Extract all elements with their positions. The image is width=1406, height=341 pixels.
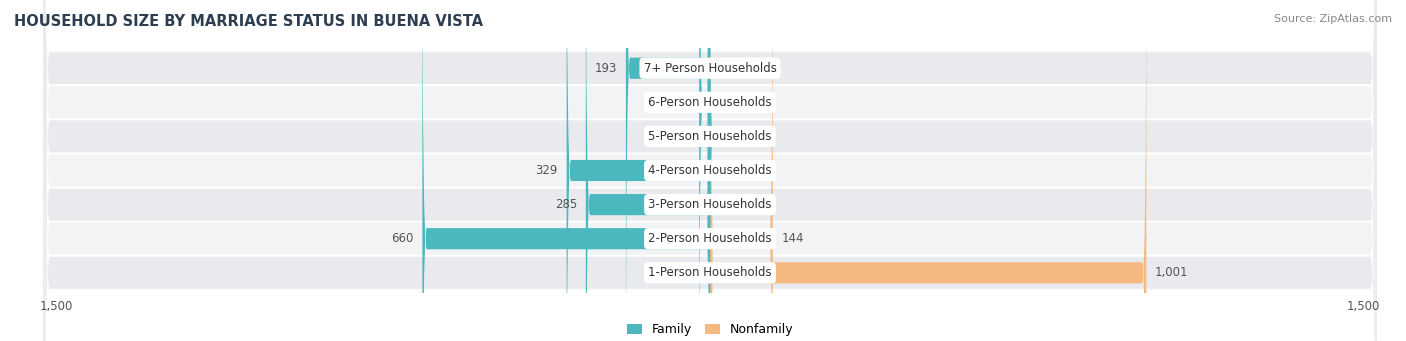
FancyBboxPatch shape: [44, 0, 1376, 341]
Text: 4-Person Households: 4-Person Households: [648, 164, 772, 177]
FancyBboxPatch shape: [586, 0, 710, 341]
FancyBboxPatch shape: [422, 0, 710, 341]
Text: 6-Person Households: 6-Person Households: [648, 96, 772, 109]
Text: 7+ Person Households: 7+ Person Households: [644, 62, 776, 75]
Text: 25: 25: [675, 96, 690, 109]
Text: 5-Person Households: 5-Person Households: [648, 130, 772, 143]
FancyBboxPatch shape: [44, 0, 1376, 341]
Text: 3-Person Households: 3-Person Households: [648, 198, 772, 211]
FancyBboxPatch shape: [44, 0, 1376, 341]
FancyBboxPatch shape: [699, 0, 710, 341]
FancyBboxPatch shape: [567, 0, 710, 341]
Text: 2-Person Households: 2-Person Households: [648, 232, 772, 245]
Legend: Family, Nonfamily: Family, Nonfamily: [621, 318, 799, 341]
Text: 144: 144: [782, 232, 804, 245]
Text: 0: 0: [718, 198, 725, 211]
FancyBboxPatch shape: [44, 0, 1376, 341]
Text: HOUSEHOLD SIZE BY MARRIAGE STATUS IN BUENA VISTA: HOUSEHOLD SIZE BY MARRIAGE STATUS IN BUE…: [14, 14, 484, 29]
Text: 285: 285: [555, 198, 576, 211]
Text: 193: 193: [595, 62, 617, 75]
Text: 329: 329: [536, 164, 558, 177]
FancyBboxPatch shape: [626, 0, 710, 341]
Text: 1-Person Households: 1-Person Households: [648, 266, 772, 279]
Text: 0: 0: [718, 96, 725, 109]
FancyBboxPatch shape: [710, 0, 773, 341]
Text: 0: 0: [695, 266, 702, 279]
FancyBboxPatch shape: [44, 0, 1376, 341]
Text: Source: ZipAtlas.com: Source: ZipAtlas.com: [1274, 14, 1392, 24]
FancyBboxPatch shape: [44, 0, 1376, 341]
Text: 0: 0: [718, 164, 725, 177]
Text: 0: 0: [718, 62, 725, 75]
Text: 1,001: 1,001: [1156, 266, 1188, 279]
FancyBboxPatch shape: [710, 0, 1146, 341]
Text: 660: 660: [391, 232, 413, 245]
Text: 0: 0: [718, 130, 725, 143]
FancyBboxPatch shape: [706, 0, 713, 341]
Text: 2: 2: [693, 130, 700, 143]
FancyBboxPatch shape: [44, 0, 1376, 341]
